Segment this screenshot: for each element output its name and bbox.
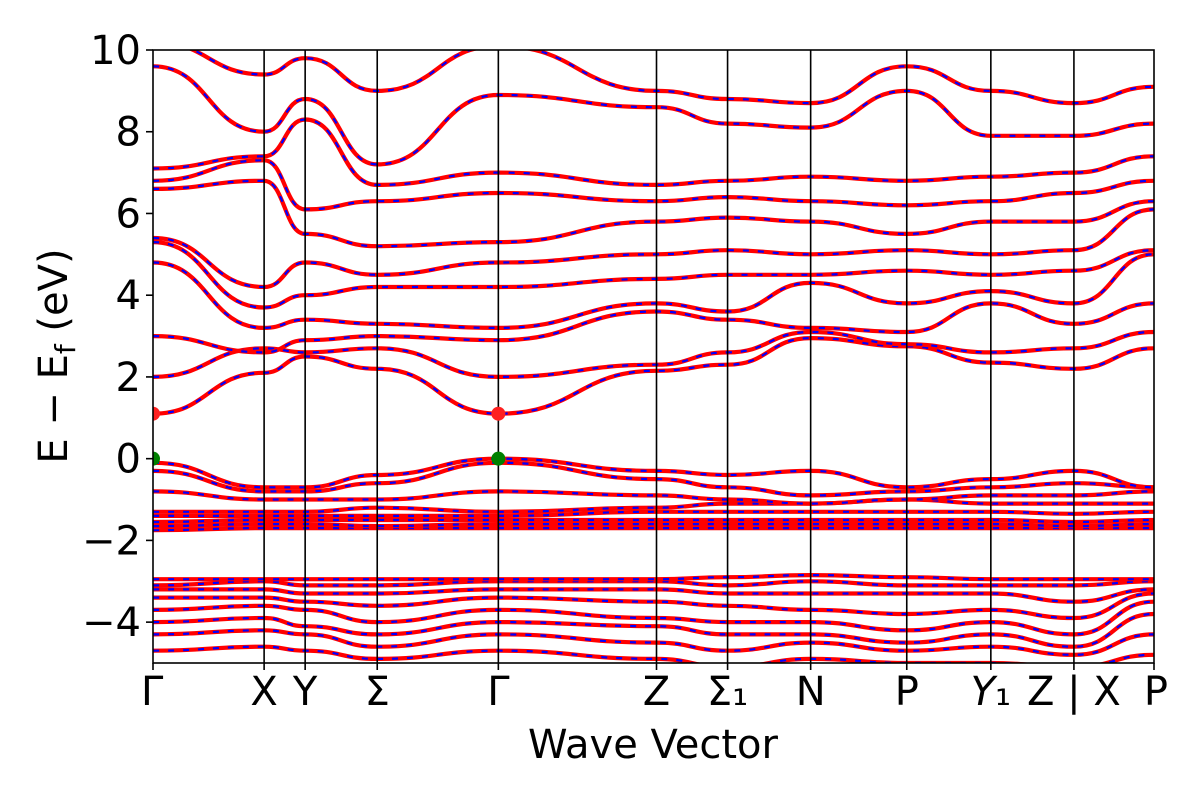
band-4-spin-down xyxy=(153,591,1154,621)
band-19-spin-up xyxy=(153,253,1154,330)
band-22-spin-down xyxy=(153,178,1154,249)
x-tick-label: Σ₁ xyxy=(707,669,748,715)
band-18-spin-down xyxy=(153,301,1154,355)
x-tick-label: Z xyxy=(643,669,670,715)
x-tick-label: Z | X xyxy=(1027,669,1121,715)
y-tick-label: 10 xyxy=(90,28,141,74)
y-tick-label: 8 xyxy=(116,110,141,156)
cbm-marker-0 xyxy=(153,406,160,421)
vbm-marker-3 xyxy=(491,451,506,466)
band-4-spin-up xyxy=(153,592,1154,620)
band-20-spin-up xyxy=(153,241,1154,309)
band-16-spin-up xyxy=(153,336,1154,415)
band-18-spin-up xyxy=(153,302,1154,354)
band-20-spin-down xyxy=(153,240,1154,310)
x-tick-label: N xyxy=(796,669,826,715)
y-tick-label: −2 xyxy=(82,518,141,564)
x-axis-label: Wave Vector xyxy=(528,722,779,768)
band-14-spin-up xyxy=(153,461,1154,497)
y-tick-label: 4 xyxy=(116,273,141,319)
x-tick-label: P xyxy=(895,669,919,715)
y-tick-label: 2 xyxy=(116,355,141,401)
x-tick-label: Γ xyxy=(487,669,510,715)
band-16-spin-down xyxy=(153,335,1154,416)
kpoint-lines xyxy=(263,50,1075,663)
y-tick-label: 0 xyxy=(116,437,141,483)
y-tick-label: 6 xyxy=(116,191,141,237)
x-tick-label: Γ xyxy=(141,669,164,715)
vbm-marker-2 xyxy=(153,451,160,466)
band-23-spin-up xyxy=(153,159,1154,211)
band-3-spin-down xyxy=(153,599,1154,637)
x-tick-label: Σ xyxy=(365,669,390,715)
x-tick-label: Y₁ xyxy=(971,669,1011,715)
extrema-markers xyxy=(153,406,506,466)
plot-frame xyxy=(152,49,1155,664)
band-22-spin-up xyxy=(153,179,1154,248)
band-26-spin-down xyxy=(187,50,1154,106)
y-axis-label: E − Ef (eV) xyxy=(31,248,82,463)
band-24-spin-down xyxy=(153,117,1154,188)
bands-layer xyxy=(153,50,1154,663)
cbm-marker-1 xyxy=(491,406,506,421)
x-tick-label: X xyxy=(250,669,277,715)
y-tick-label: −4 xyxy=(82,600,141,646)
band-25-spin-up xyxy=(153,65,1154,166)
y-axis-ticks: −4 −2 0 2 4 6 8 10 xyxy=(82,28,153,646)
x-axis-ticks: Γ X Y Σ Γ Z Σ₁ N P Y₁ Z | X P xyxy=(141,663,1168,715)
band-25-spin-down xyxy=(153,64,1154,167)
band-15-spin-up xyxy=(153,457,1154,489)
band-21-spin-up xyxy=(153,208,1154,289)
band-15-spin-down xyxy=(153,456,1154,490)
x-tick-label: P xyxy=(1144,669,1168,715)
band-26-spin-up xyxy=(190,50,1154,105)
x-tick-label: Y xyxy=(292,669,318,715)
